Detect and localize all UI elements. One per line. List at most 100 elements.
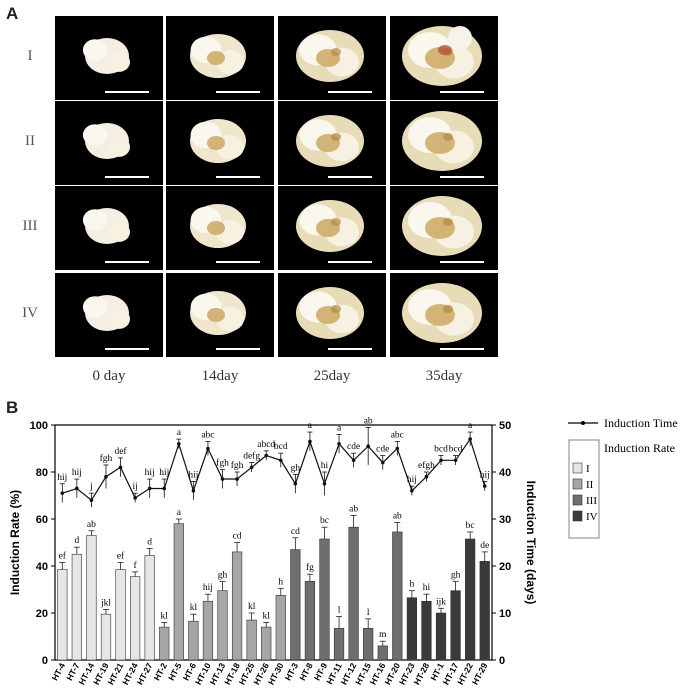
row-label: II	[25, 133, 35, 149]
time-point	[264, 453, 269, 458]
rate-significance-label: ef	[59, 550, 67, 561]
time-point	[380, 460, 385, 465]
rate-bar	[261, 626, 272, 661]
callus-photo	[278, 101, 386, 185]
rate-significance-label: cd	[233, 532, 242, 542]
x-tick-label: HT-3	[283, 661, 301, 682]
legend-line-label: Induction Time	[604, 416, 678, 430]
row-label: I	[27, 48, 33, 64]
column-label: 35day	[425, 368, 463, 384]
y-tick-label: 60	[36, 514, 48, 526]
time-point	[351, 458, 356, 463]
time-significance-label: abcd	[257, 440, 275, 450]
rate-significance-label: f	[134, 560, 138, 571]
callus-photo	[166, 16, 274, 100]
time-significance-label: fgh	[216, 458, 229, 469]
scale-bar	[440, 176, 484, 178]
legend-group-label: III	[586, 495, 597, 507]
rate-bar	[115, 569, 126, 661]
time-point	[133, 496, 137, 500]
rate-significance-label: bc	[320, 516, 329, 526]
callus-photo	[390, 16, 498, 100]
legend-box	[568, 439, 600, 539]
y-axis-title: Induction Rate (%)	[8, 490, 22, 595]
time-significance-label: efgh	[418, 460, 435, 471]
y2-tick-label: 50	[499, 420, 511, 432]
time-significance-label: ij	[132, 482, 137, 492]
callus-photo	[278, 186, 386, 270]
y-tick-label: 20	[36, 608, 48, 620]
scale-bar	[328, 91, 372, 93]
scale-bar	[440, 261, 484, 263]
y2-tick-label: 10	[499, 608, 511, 620]
rate-significance-label: cd	[291, 527, 300, 537]
rate-significance-label: gh	[451, 570, 461, 580]
rate-bar	[319, 538, 330, 661]
column-label: 14day	[201, 368, 239, 384]
time-point	[366, 444, 370, 448]
scale-bar	[216, 91, 260, 93]
rate-significance-label: bc	[466, 521, 475, 531]
y-tick-label: 0	[42, 655, 48, 667]
y2-tick-label: 0	[499, 655, 505, 667]
rate-bar	[202, 600, 214, 661]
scale-bar	[105, 261, 149, 263]
callus-photo	[166, 273, 274, 357]
callus-photo	[55, 101, 163, 185]
y2-tick-label: 30	[499, 514, 511, 526]
time-significance-label: j	[89, 482, 93, 492]
rate-significance-label: l	[338, 606, 341, 616]
row-label: IV	[22, 305, 38, 321]
rate-bar	[465, 538, 476, 661]
scale-bar	[216, 261, 260, 263]
scale-bar	[328, 261, 372, 263]
legend-group-label: IV	[586, 511, 598, 523]
time-point	[337, 442, 341, 446]
rate-significance-label: d	[147, 537, 152, 547]
time-point	[293, 481, 298, 486]
rate-significance-label: l	[367, 608, 370, 618]
callus-photo	[55, 16, 163, 100]
rate-bar	[304, 580, 316, 661]
rate-significance-label: kl	[190, 603, 198, 613]
callus-photo	[390, 273, 498, 357]
time-point	[468, 437, 472, 441]
rate-bar	[217, 590, 228, 661]
time-point	[147, 486, 152, 491]
time-significance-label: hij	[145, 468, 155, 478]
rate-significance-label: d	[74, 536, 79, 546]
time-point	[75, 486, 79, 491]
rate-significance-label: kl	[161, 611, 169, 621]
rate-significance-label: jkl	[100, 598, 111, 608]
legend-group-label: II	[586, 479, 594, 491]
rate-bar	[246, 619, 257, 661]
rate-bar	[392, 531, 403, 661]
rate-bar	[57, 569, 68, 661]
time-point	[278, 458, 283, 463]
x-tick-label: HT-5	[166, 661, 184, 682]
scale-bar	[105, 176, 149, 178]
rate-bar	[348, 526, 359, 661]
rate-significance-label: hi	[423, 583, 431, 593]
rate-bar	[290, 549, 301, 661]
y-tick-label: 40	[36, 561, 48, 573]
time-significance-label: abc	[201, 430, 214, 440]
rate-bar	[421, 600, 432, 661]
time-significance-label: fgh	[231, 460, 244, 471]
time-significance-label: hij	[188, 470, 198, 480]
legend-group-swatch	[572, 510, 583, 522]
time-significance-label: def	[114, 446, 127, 457]
time-point	[177, 442, 181, 446]
time-significance-label: a	[308, 421, 313, 431]
rate-bar	[159, 626, 170, 661]
rate-significance-label: kl	[248, 602, 256, 612]
rate-significance-label: ef	[117, 550, 125, 561]
scale-bar	[440, 91, 484, 93]
legend-line-marker	[581, 421, 585, 425]
rate-significance-label: hij	[203, 583, 213, 593]
callus-photo	[55, 186, 163, 270]
rate-significance-label: ijk	[436, 597, 446, 607]
time-significance-label: a	[177, 428, 182, 438]
time-significance-label: ab	[364, 416, 373, 426]
time-significance-label: hij	[159, 468, 169, 478]
